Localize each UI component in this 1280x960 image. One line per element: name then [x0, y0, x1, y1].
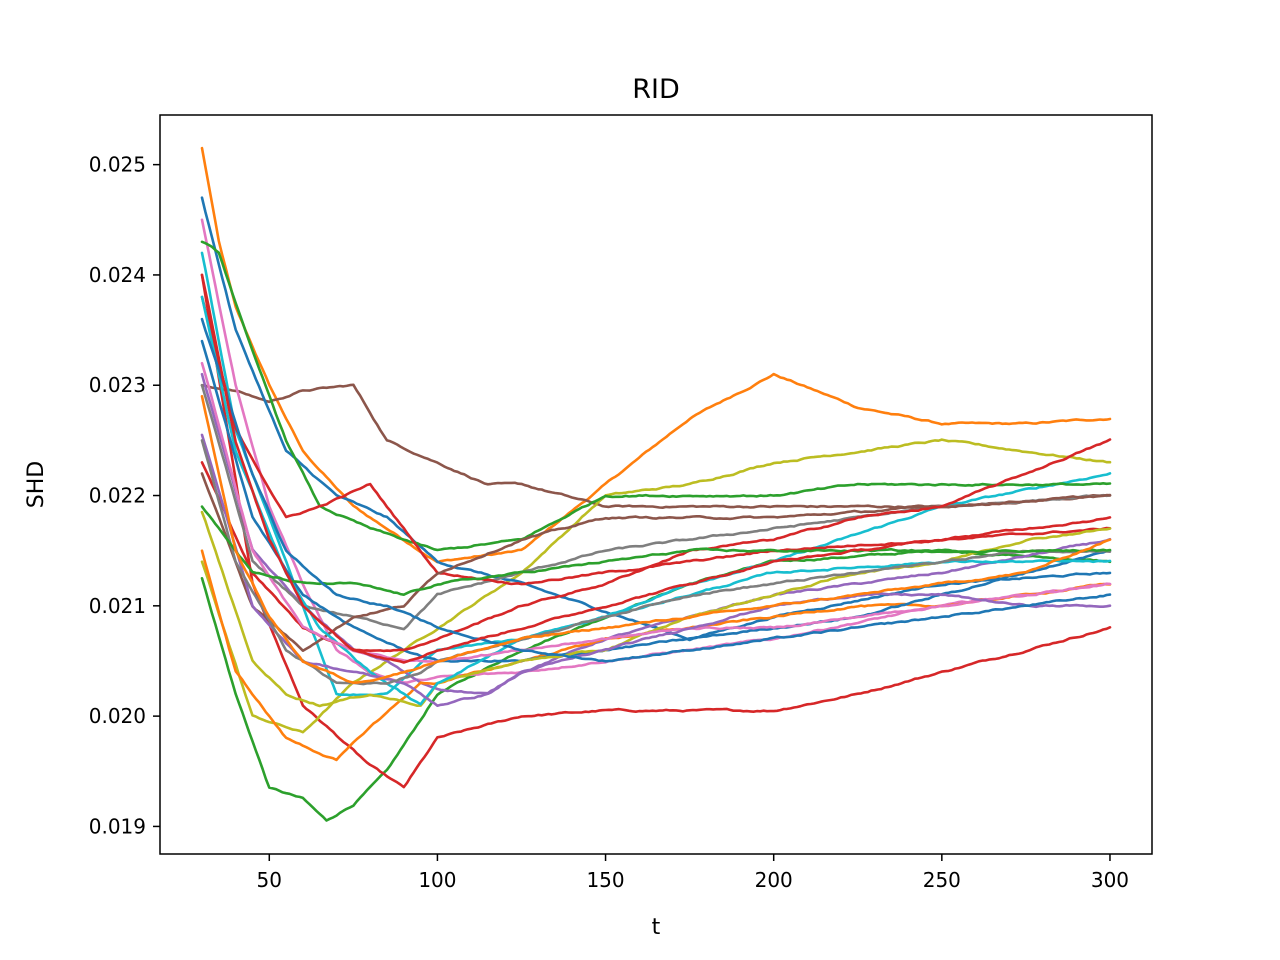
series-line-1 — [200, 146, 1112, 564]
y-tick-label: 0.025 — [89, 153, 146, 177]
y-axis-ticks: 0.019 0.020 0.021 0.022 0.023 0.024 0.025 — [89, 153, 160, 838]
x-tick-label: 250 — [923, 868, 961, 892]
series-line-3 — [200, 273, 1112, 789]
series-line-11 — [200, 240, 1112, 552]
chart-title: RID — [632, 74, 680, 105]
series-line-22 — [200, 505, 1112, 597]
y-tick-label: 0.019 — [89, 814, 146, 838]
y-tick-label: 0.021 — [89, 594, 146, 618]
series-line-12 — [200, 295, 1112, 586]
x-axis-label: t — [652, 915, 661, 940]
x-tick-label: 300 — [1091, 868, 1129, 892]
x-tick-label: 100 — [418, 868, 456, 892]
x-tick-label: 200 — [755, 868, 793, 892]
y-tick-label: 0.024 — [89, 263, 146, 287]
x-tick-label: 150 — [586, 868, 624, 892]
y-tick-label: 0.023 — [89, 373, 146, 397]
series-line-14 — [200, 339, 1112, 663]
series-line-23 — [200, 317, 1112, 663]
series-line-24 — [200, 394, 1112, 685]
series-group — [200, 146, 1112, 822]
series-line-20 — [200, 433, 1112, 708]
series-line-16 — [200, 510, 1112, 708]
x-axis-ticks: 50 100 150 200 250 300 — [257, 854, 1129, 892]
series-line-25 — [200, 273, 1112, 664]
series-line-6 — [200, 196, 1112, 642]
y-tick-label: 0.020 — [89, 704, 146, 728]
y-tick-label: 0.022 — [89, 484, 146, 508]
y-axis-label: SHD — [24, 461, 49, 508]
series-line-7 — [200, 251, 1112, 697]
plot-frame — [159, 114, 1153, 855]
x-tick-label: 50 — [257, 868, 282, 892]
series-line-15 — [200, 472, 1112, 653]
